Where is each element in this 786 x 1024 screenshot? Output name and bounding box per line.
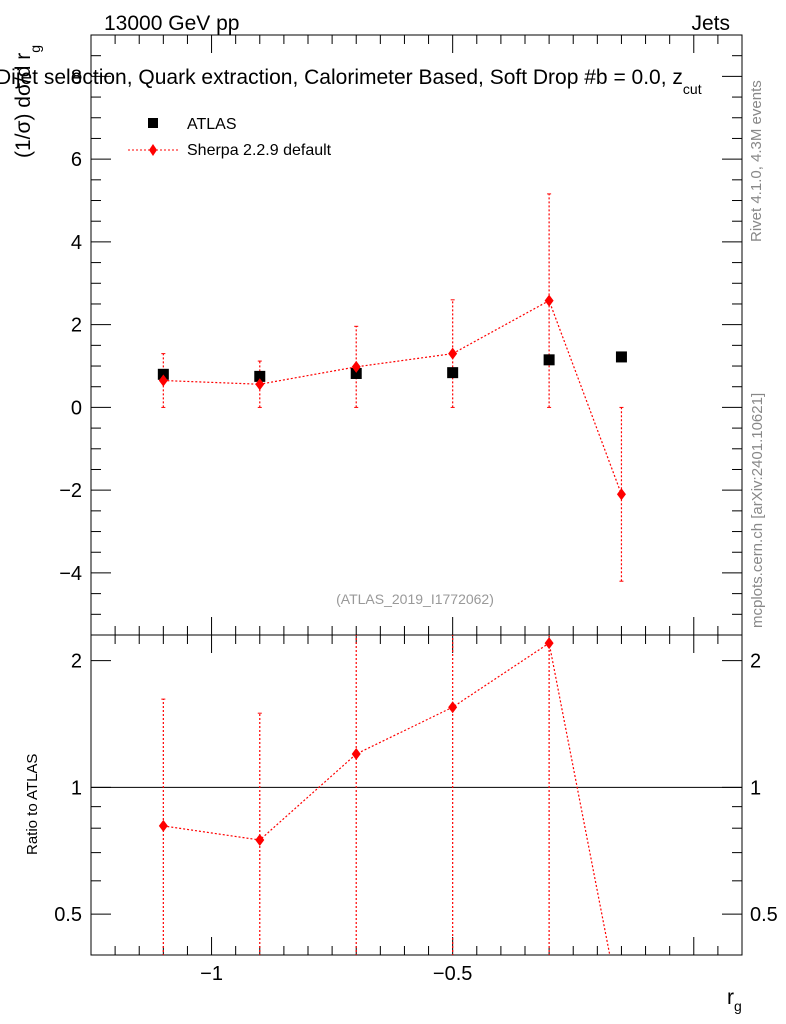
ratio-sherpa-point <box>158 819 168 832</box>
ratio-marks <box>158 635 611 955</box>
main-y-axis-label: (1/σ) dσ/d rg <box>12 45 43 158</box>
legend-sherpa-label: Sherpa 2.2.9 default <box>187 142 332 159</box>
atlas-point <box>254 370 266 382</box>
ratio-sherpa-point <box>448 701 458 714</box>
main-y-tick-label: 6 <box>71 149 82 171</box>
ratio-sherpa-point <box>255 834 265 847</box>
legend-atlas-marker <box>148 118 158 128</box>
legend-atlas-label: ATLAS <box>187 116 237 133</box>
atlas-point <box>615 351 627 363</box>
main-y-tick-label: −4 <box>59 563 82 585</box>
x-axis-label-main: r <box>727 986 734 1009</box>
atlas-point <box>157 368 169 380</box>
sherpa-line <box>163 299 623 495</box>
ratio-y-tick-label-right: 0.5 <box>750 904 778 926</box>
ratio-y-axis-label: Ratio to ATLAS <box>24 754 41 855</box>
main-marks <box>157 193 627 582</box>
main-y-tick-label: 4 <box>71 232 82 254</box>
ratio-sherpa-point <box>351 748 361 761</box>
selection-title-main: Dijet selection, Quark extraction, Calor… <box>0 66 683 89</box>
x-tick-label: −0.5 <box>433 963 472 985</box>
ratio-sherpa-line <box>163 642 611 955</box>
main-y-tick-label: 2 <box>71 315 82 337</box>
sherpa-point <box>448 347 458 360</box>
x-axis-label-sub: g <box>734 998 742 1014</box>
sherpa-point <box>351 360 361 373</box>
rivet-info: Rivet 4.1.0, 4.3M events <box>748 80 765 242</box>
ratio-y-tick-label-right: 2 <box>750 651 761 673</box>
ratio-y-tick-label-left: 0.5 <box>54 904 82 926</box>
legend: ATLAS Sherpa 2.2.9 default <box>128 116 332 159</box>
ratio-axes: −1 −0.5 0.5 0.5 1 1 2 2 <box>54 635 778 985</box>
selection-title: Dijet selection, Quark extraction, Calor… <box>0 66 702 97</box>
process-label: Jets <box>691 12 730 35</box>
main-y-tick-label: 0 <box>71 397 82 419</box>
sherpa-point <box>255 378 265 391</box>
x-axis-label: rg <box>727 986 742 1014</box>
selection-title-sub: cut <box>683 81 702 97</box>
main-y-tick-label: 8 <box>71 66 82 88</box>
mcplots-info: mcplots.cern.ch [arXiv:2401.10621] <box>749 393 766 628</box>
main-y-axis-label-main: (1/σ) dσ/d r <box>12 53 35 158</box>
sherpa-point <box>544 294 554 307</box>
ratio-panel-frame <box>90 634 743 956</box>
ratio-y-tick-label-left: 1 <box>71 777 82 799</box>
analysis-id: (ATLAS_2019_I1772062) <box>336 591 494 607</box>
main-y-axis-label-sub: g <box>27 45 43 53</box>
ratio-y-tick-label-right: 1 <box>750 777 761 799</box>
sherpa-point <box>158 374 168 387</box>
main-axes: −4 −2 0 2 4 6 8 <box>59 35 742 635</box>
energy-label: 13000 GeV pp <box>104 12 239 35</box>
atlas-point <box>350 367 362 379</box>
sherpa-point <box>616 488 626 501</box>
legend-sherpa-marker <box>149 144 157 156</box>
atlas-point <box>447 367 459 379</box>
main-y-tick-label: −2 <box>59 480 82 502</box>
ratio-y-tick-label-left: 2 <box>71 651 82 673</box>
x-tick-label: −1 <box>200 963 223 985</box>
ratio-sherpa-point <box>544 637 554 650</box>
atlas-point <box>543 354 555 366</box>
